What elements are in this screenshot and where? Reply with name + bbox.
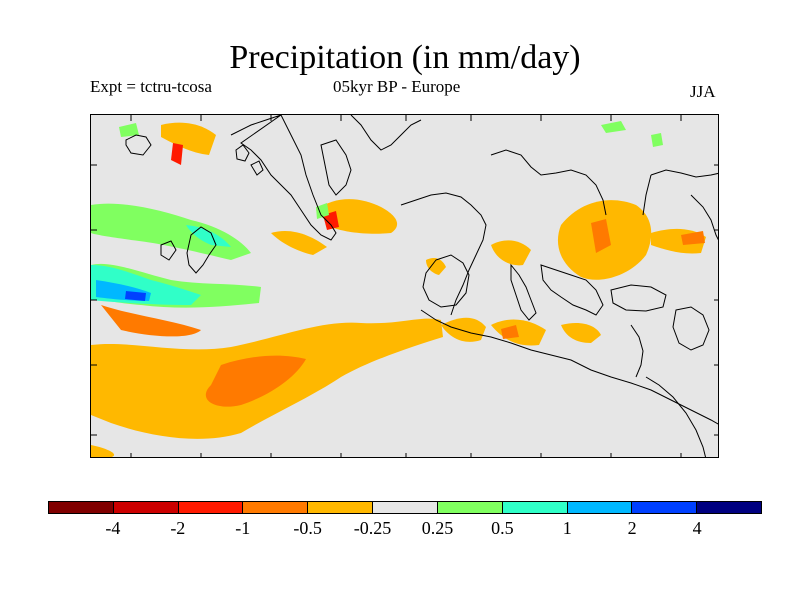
colorbar-swatch — [567, 502, 633, 513]
coastline-italy — [510, 263, 537, 321]
field-dark-orange-east-2 — [681, 231, 705, 245]
coastlines — [125, 115, 718, 457]
coastline-arabia — [645, 376, 707, 457]
colorbar-label: 0.25 — [421, 518, 454, 538]
field-green-right — [601, 121, 626, 133]
field-orange-north — [271, 230, 327, 255]
field-red-scandinavia — [323, 211, 339, 230]
colorbar-label: -1 — [235, 518, 251, 538]
field-green-nw — [91, 203, 251, 260]
anomaly-fields — [91, 121, 706, 457]
field-orange-atlantic-2 — [91, 445, 115, 457]
coastline-ireland — [160, 240, 177, 261]
season-label: JJA — [690, 82, 716, 101]
coastline-black-sea — [610, 284, 667, 312]
colorbar-label: 4 — [692, 518, 702, 538]
field-orange-central — [491, 240, 531, 266]
colorbar-label: -0.25 — [353, 518, 392, 538]
coastline-iberia — [422, 254, 470, 308]
period-region-label: 05kyr BP - Europe — [333, 77, 461, 96]
field-green-scandinavia — [316, 203, 329, 219]
coastline-europe-west — [400, 192, 487, 316]
figure-title: Precipitation (in mm/day) — [229, 39, 581, 76]
field-red-nw — [171, 143, 183, 165]
coastline-baltic — [320, 139, 352, 196]
colorbar-swatch — [632, 502, 698, 513]
colorbar-labels: -4 -2 -1 -0.5 -0.25 0.25 0.5 1 2 4 — [48, 516, 762, 540]
colorbar — [48, 501, 762, 514]
coastline-balkans — [540, 264, 604, 316]
field-orange-iberia — [426, 257, 446, 275]
colorbar-label: -0.5 — [293, 518, 322, 538]
colorbar-label: 1 — [562, 518, 572, 538]
coastline-levant — [630, 324, 644, 378]
coastline-scandinavia — [230, 115, 337, 241]
colorbar-swatch — [437, 502, 503, 513]
colorbar-swatch — [178, 502, 244, 513]
field-dark-orange-east — [591, 219, 611, 253]
field-green-top — [119, 123, 139, 137]
field-dark-orange-atlantic-2 — [101, 305, 201, 337]
field-orange-mediterranean — [441, 317, 486, 342]
coastline-north-islands — [235, 144, 264, 176]
coastline-east — [642, 169, 718, 216]
field-green-right-2 — [651, 133, 663, 147]
map-panel — [90, 114, 719, 458]
colorbar-swatch — [502, 502, 568, 513]
experiment-label: Expt = tctru-tcosa — [90, 77, 212, 96]
coastline-north-east — [490, 149, 607, 216]
precipitation-map — [91, 115, 718, 457]
colorbar-label: -4 — [105, 518, 121, 538]
colorbar-swatch — [373, 502, 438, 513]
field-dark-orange-mediterranean — [501, 325, 519, 339]
colorbar-swatch — [49, 502, 114, 513]
field-orange-africa — [561, 323, 601, 343]
colorbar-swatch — [113, 502, 179, 513]
field-orange-nw — [161, 122, 216, 155]
field-blue-core — [125, 291, 146, 301]
coastline-east-interior — [690, 194, 718, 241]
axis-ticks — [91, 115, 718, 457]
coastline-british-isles — [186, 226, 217, 274]
field-orange-mediterranean-2 — [491, 319, 546, 346]
colorbar-swatch — [243, 502, 309, 513]
coastline-caspian — [672, 306, 710, 351]
field-dark-orange-atlantic — [205, 355, 306, 407]
colorbar-swatch — [308, 502, 374, 513]
coastline-iceland — [125, 134, 152, 156]
colorbar-label: -2 — [170, 518, 186, 538]
colorbar-swatch — [697, 502, 761, 513]
colorbar-label: 2 — [627, 518, 637, 538]
colorbar-label: 0.5 — [491, 518, 514, 538]
coastline-mainland-north — [350, 115, 422, 151]
